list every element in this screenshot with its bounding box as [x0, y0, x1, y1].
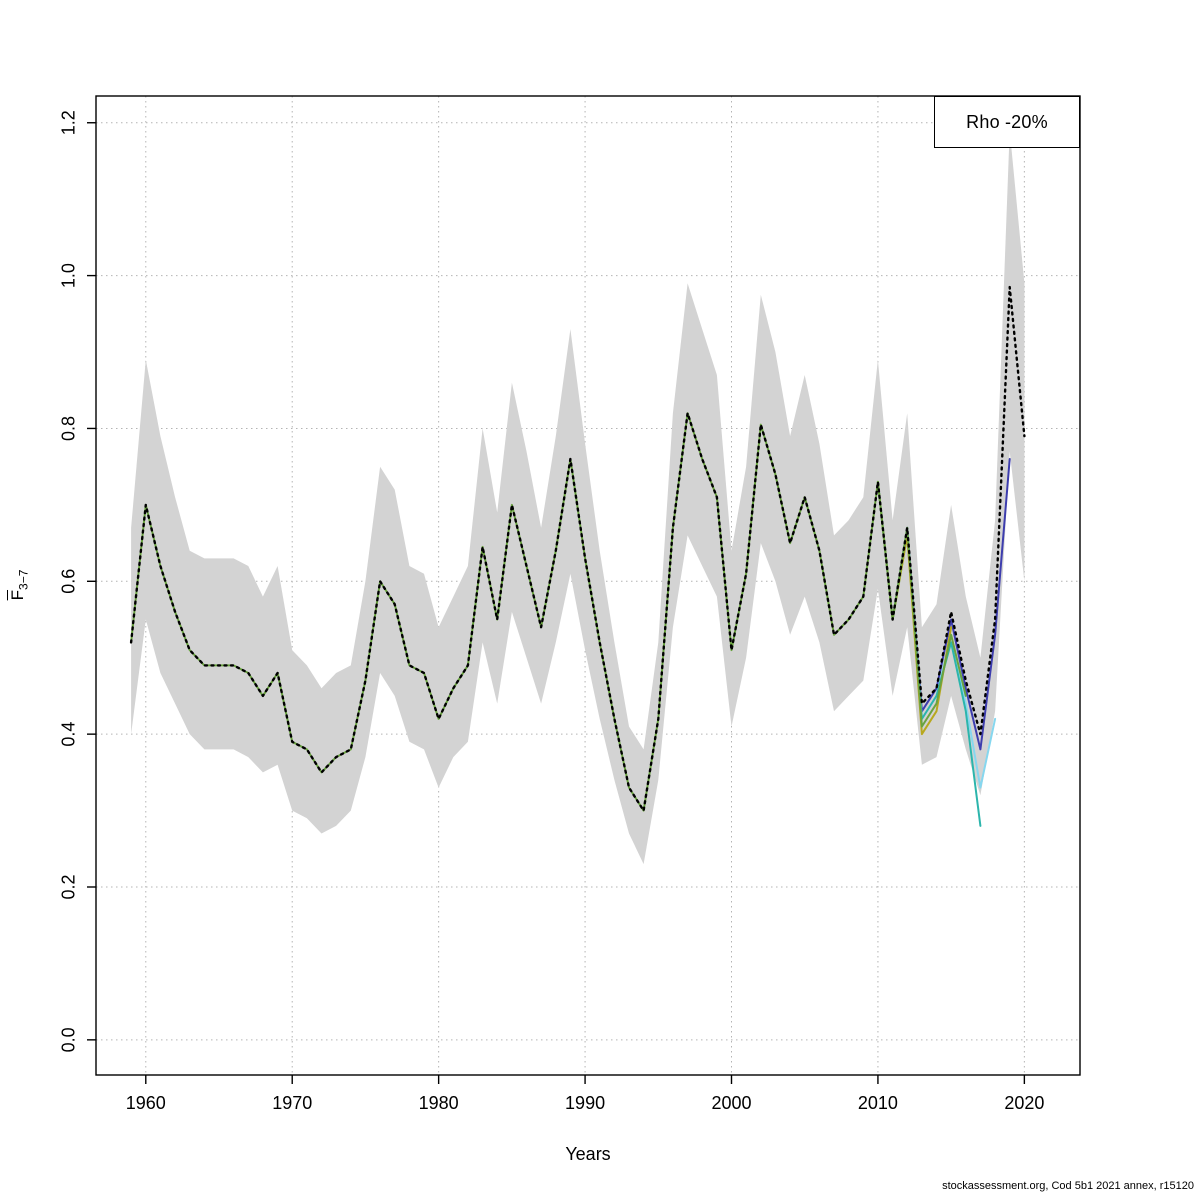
y-tick-label: 1.0: [59, 263, 79, 288]
y-tick-label: 1.2: [59, 110, 79, 135]
x-tick-label: 1960: [126, 1093, 166, 1113]
plot-border: [95, 95, 1081, 1076]
y-axis-subscript: 3−7: [16, 569, 31, 590]
x-tick-label: 2000: [711, 1093, 751, 1113]
x-axis-title: Years: [565, 1144, 611, 1164]
y-tick-label: 0.4: [59, 722, 79, 747]
x-tick-label: 1970: [272, 1093, 312, 1113]
x-tick-label: 1990: [565, 1093, 605, 1113]
x-tick-label: 2010: [858, 1093, 898, 1113]
y-tick-label: 0.8: [59, 416, 79, 441]
y-axis-symbol: F: [8, 589, 27, 601]
y-tick-label: 0.6: [59, 569, 79, 594]
x-tick-label: 1980: [419, 1093, 459, 1113]
y-axis-title: F3−7: [5, 485, 31, 685]
y-tick-label: 0.2: [59, 874, 79, 899]
confidence-band: [131, 130, 1025, 865]
y-tick-label: 0.0: [59, 1027, 79, 1052]
legend-label: Rho -20%: [966, 111, 1048, 132]
x-tick-label: 2020: [1004, 1093, 1044, 1113]
footer-credit: stockassessment.org, Cod 5b1 2021 annex,…: [942, 1180, 1194, 1192]
series-final-assessment-2020: [129, 285, 1026, 812]
legend-box: Rho -20%: [934, 96, 1080, 148]
